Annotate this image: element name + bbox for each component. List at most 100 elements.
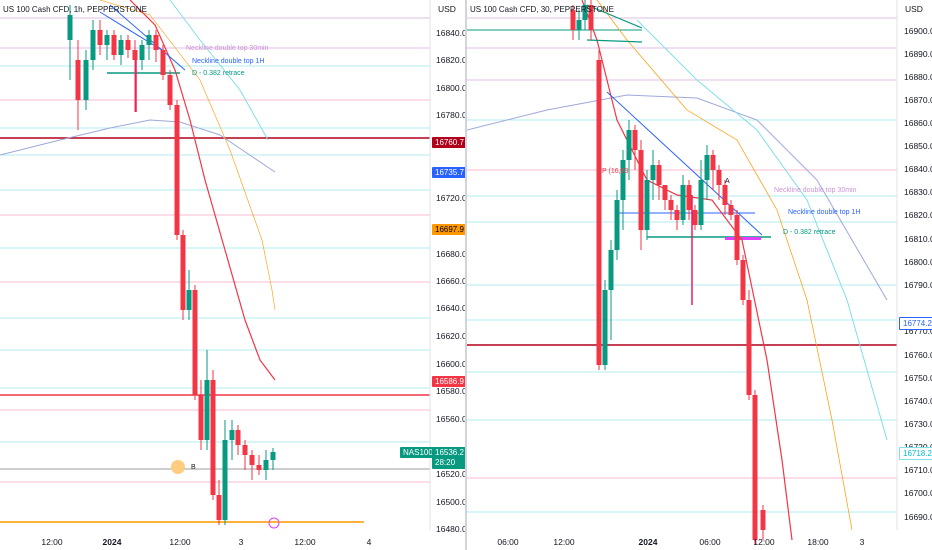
right-candle-6 <box>608 250 614 290</box>
left-candle-15 <box>174 105 180 235</box>
hand-icon <box>171 460 185 474</box>
left-y-tick: 16800.0 <box>436 83 466 93</box>
right-ann-retrace: D - 0.382 retrace <box>783 229 836 236</box>
left-y-tick: 16580.0 <box>436 386 466 396</box>
right-x-tick: 06:00 <box>497 537 519 547</box>
last-price-value: 16536.2 <box>435 448 464 457</box>
left-candle-8 <box>125 40 131 50</box>
left-y-tick: 16780.0 <box>436 110 466 120</box>
right-candle-15 <box>662 185 668 200</box>
left-candle-2 <box>83 60 89 100</box>
right-y-tick: 16810.0 <box>904 234 932 244</box>
right-y-tick: 16830.0 <box>904 187 932 197</box>
price-tag-blue-line: 16735.7 <box>432 167 467 178</box>
left-chart-panel[interactable]: Neckline double top 30min Neckline double… <box>0 0 467 550</box>
left-candle-4 <box>97 30 103 45</box>
left-x-tick: 4 <box>367 537 372 547</box>
right-y-tick: 16700.0 <box>904 488 932 498</box>
right-y-tick: 16840.0 <box>904 164 932 174</box>
right-y-tick: 16710.0 <box>904 465 932 475</box>
left-candle-13 <box>160 50 166 75</box>
right-candle-3 <box>588 5 594 30</box>
right-ann-p: P (16,83 <box>602 168 628 175</box>
left-currency-label: USD <box>438 4 456 14</box>
left-ma-blue <box>0 119 276 173</box>
right-ann-neck30: Neckline double top 30min <box>774 187 857 194</box>
left-ann-neck1h: Neckline double top 1H <box>192 58 264 65</box>
right-ann-neck1h: Neckline double top 1H <box>788 209 860 216</box>
left-y-tick: 16520.0 <box>436 469 466 479</box>
right-candle-29 <box>746 300 752 395</box>
right-x-tick: 06:00 <box>699 537 721 547</box>
panel-divider[interactable] <box>465 0 467 550</box>
right-green-diag2 <box>586 39 643 43</box>
left-candle-7 <box>118 40 124 55</box>
left-ma-red <box>129 0 276 381</box>
left-candle-12 <box>153 35 159 50</box>
left-y-tick: 16500.0 <box>436 497 466 507</box>
left-y-tick: 16620.0 <box>436 331 466 341</box>
left-candle-23 <box>222 440 228 520</box>
left-chart-canvas[interactable]: Neckline double top 30min Neckline double… <box>0 0 466 550</box>
right-chart-canvas[interactable]: P (16,83 A Neckline double top 30min Neckli… <box>467 0 932 550</box>
right-candle-14 <box>656 165 662 185</box>
left-y-tick: 16680.0 <box>436 249 466 259</box>
left-candle-24 <box>229 430 235 440</box>
left-x-tick: 12:00 <box>169 537 191 547</box>
right-y-tick: 16770.0 <box>904 326 932 336</box>
left-candle-28 <box>256 465 262 470</box>
right-candle-0 <box>570 10 576 30</box>
lightning-icon <box>268 517 280 529</box>
left-candle-3 <box>90 30 96 60</box>
right-ann-a: A <box>725 178 730 185</box>
right-candle-9 <box>626 130 632 160</box>
left-candle-26 <box>242 445 248 455</box>
right-y-tick: 16870.0 <box>904 95 932 105</box>
price-tag-orange-line: 16697.9 <box>432 224 467 235</box>
right-y-tick: 16750.0 <box>904 373 932 383</box>
right-ma-blue <box>467 94 888 301</box>
right-x-tick: 18:00 <box>807 537 829 547</box>
right-y-tick: 16730.0 <box>904 419 932 429</box>
right-y-tick: 16800.0 <box>904 257 932 267</box>
right-candle-12 <box>644 180 650 230</box>
right-candle-13 <box>650 165 656 180</box>
right-candle-27 <box>734 215 740 260</box>
left-y-tick: 16660.0 <box>436 276 466 286</box>
left-candle-30 <box>270 452 276 460</box>
left-candle-0 <box>67 15 73 40</box>
right-x-tick: 2024 <box>639 537 658 547</box>
left-candle-20 <box>204 380 210 440</box>
left-candle-29 <box>263 460 269 470</box>
right-x-tick: 12:00 <box>553 537 575 547</box>
left-ann-neck30: Neckline double top 30min <box>186 45 269 52</box>
left-candle-27 <box>249 455 255 465</box>
left-ma-cyan <box>169 0 269 141</box>
right-y-tick: 16850.0 <box>904 141 932 151</box>
right-y-tick: 16820.0 <box>904 210 932 220</box>
left-candle-25 <box>235 430 241 445</box>
right-candle-16 <box>668 200 674 210</box>
right-candle-10 <box>632 130 638 150</box>
right-chart-title: US 100 Cash CFD, 30, PEPPERSTONE <box>470 5 614 14</box>
right-y-tick: 16690.0 <box>904 512 932 522</box>
right-candle-18 <box>680 185 686 220</box>
price-tag-red-line: 16760.7 <box>432 137 467 148</box>
right-currency-label: USD <box>905 4 923 14</box>
right-chart-panel[interactable]: P (16,83 A Neckline double top 30min Neckli… <box>467 0 932 550</box>
right-candle-19 <box>686 185 692 210</box>
right-x-tick: 3 <box>860 537 865 547</box>
right-candle-21 <box>698 180 704 225</box>
right-candle-26 <box>728 205 734 215</box>
right-candle-4 <box>596 60 602 365</box>
right-ma-orange <box>596 0 853 531</box>
left-ann-b: B <box>191 464 196 471</box>
left-candle-16 <box>180 235 186 310</box>
left-ma-orange <box>99 0 276 311</box>
right-candle-2 <box>582 5 588 20</box>
right-candle-5 <box>602 290 608 365</box>
right-y-tick: 16900.0 <box>904 26 932 36</box>
left-x-tick: 12:00 <box>294 537 316 547</box>
right-candle-30 <box>752 395 758 540</box>
right-trendline <box>606 91 763 236</box>
